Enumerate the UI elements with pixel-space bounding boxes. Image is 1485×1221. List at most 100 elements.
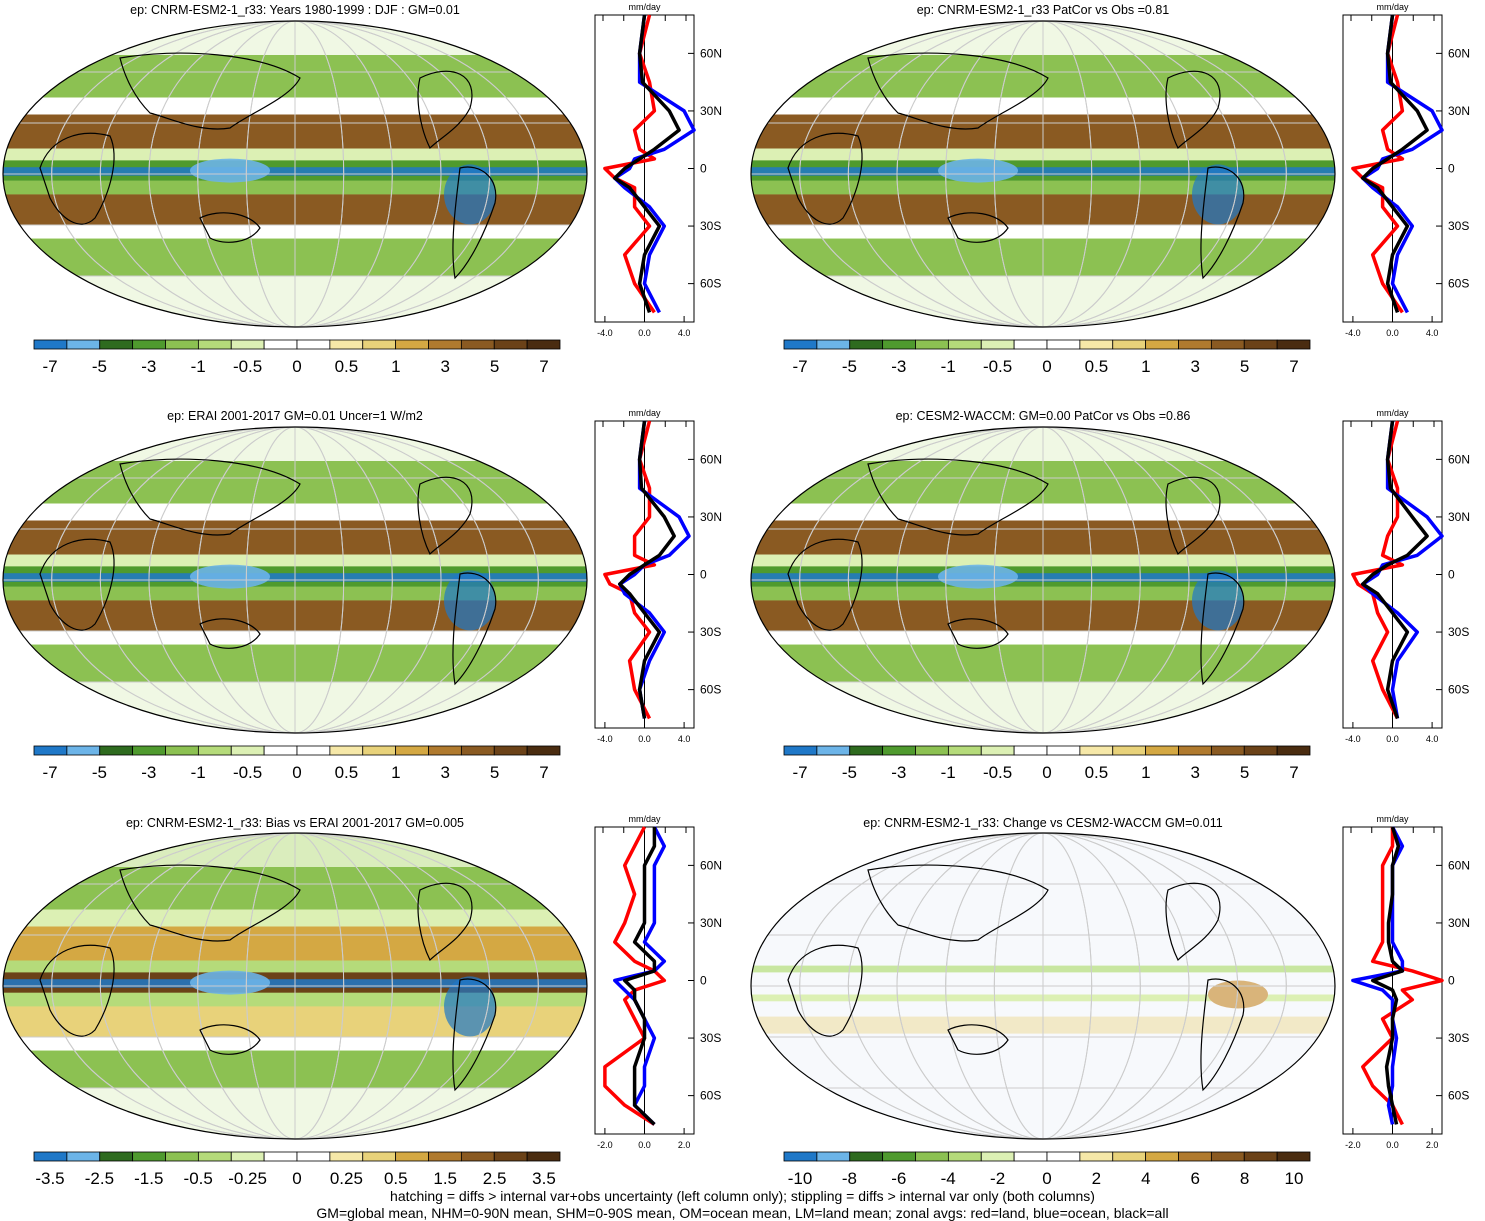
zonal-x-label: 0.0	[638, 734, 651, 744]
colorbar-swatch	[493, 1151, 528, 1162]
zonal-x-label: 4.0	[1426, 734, 1439, 744]
coastline	[947, 212, 1009, 243]
map-anomaly	[444, 570, 496, 631]
colorbar-swatch	[165, 1151, 199, 1162]
panel-title-2: ep: ERAI 2001-2017 GM=0.01 Uncer=1 W/m2	[167, 409, 423, 423]
zonal-x-label: -4.0	[1345, 734, 1361, 744]
colorbar-swatch	[66, 745, 101, 756]
colorbar-swatch	[1112, 339, 1147, 350]
map-5	[750, 832, 1336, 1140]
colorbar-4: -3.5 -2.5 -1.5 -0.5 -0.25 0 0.25 0.5 1.5 2.5 3.5	[33, 1151, 561, 1188]
colorbar-label: 1	[1141, 357, 1150, 376]
colorbar-label: 10	[1285, 1169, 1304, 1188]
colorbar-swatch	[263, 745, 298, 756]
colorbar-swatch	[947, 745, 982, 756]
colorbar-swatch	[1046, 339, 1081, 350]
zonal-lat-label: 30N	[700, 510, 722, 524]
colorbar-label: 1	[391, 763, 400, 782]
map-anomaly	[190, 564, 270, 589]
zonal-lat-label: 60S	[700, 1089, 721, 1103]
colorbar-label: -0.25	[228, 1169, 267, 1188]
colorbar-label: -7	[42, 357, 57, 376]
colorbar-label: -3	[891, 357, 906, 376]
zonal-mean-1: mm/day 60N 30N 0 30S 60S -4.0 0.0 4.0	[1342, 2, 1470, 338]
colorbar-swatch	[493, 745, 528, 756]
graticule-lon	[51, 21, 539, 327]
colorbar-swatch	[66, 339, 101, 350]
colorbar-label: 0.5	[1085, 763, 1109, 782]
graticule-lon	[847, 833, 1239, 1139]
colorbar-label: 5	[490, 763, 499, 782]
colorbar-swatch	[1112, 1151, 1147, 1162]
colorbar-label: -10	[788, 1169, 813, 1188]
colorbar-2: -7 -5 -3 -1 -0.5 0 0.5 1 3 5 7	[33, 745, 561, 782]
colorbar-label: -5	[842, 357, 857, 376]
colorbar-swatch	[1178, 339, 1212, 350]
colorbar-swatch	[1013, 339, 1048, 350]
colorbar-label: -3	[141, 763, 156, 782]
panel-title-1: ep: CNRM-ESM2-1_r33 PatCor vs Obs =0.81	[916, 3, 1170, 17]
colorbar-label: -0.5	[233, 763, 262, 782]
zonal-x-label: 0.0	[1386, 328, 1399, 338]
colorbar-label: -1	[191, 357, 206, 376]
colorbar-swatch	[99, 339, 134, 350]
zonal-series-all	[618, 420, 676, 719]
map-anomaly	[190, 970, 270, 995]
zonal-series-all	[1370, 826, 1405, 1125]
coastline	[452, 978, 497, 1092]
graticule-lon	[148, 21, 442, 327]
colorbar-swatch	[329, 339, 364, 350]
colorbar-label: 0.5	[384, 1169, 408, 1188]
coastline	[1200, 166, 1245, 280]
colorbar-swatch	[882, 1151, 916, 1162]
zonal-series-land	[603, 826, 667, 1126]
colorbar-label: 7	[539, 357, 548, 376]
graticule-lon	[197, 21, 393, 327]
colorbar-swatch	[395, 1151, 429, 1162]
zonal-x-label: -4.0	[597, 734, 613, 744]
graticule-lon	[896, 833, 1190, 1139]
colorbar-label: -6	[891, 1169, 906, 1188]
zonal-lat-label: 30S	[1448, 219, 1469, 233]
map-0	[2, 20, 588, 328]
map-outline	[2, 20, 588, 328]
colorbar-label: -8	[842, 1169, 857, 1188]
map-field	[3, 427, 587, 733]
zonal-mean-3: mm/day 60N 30N 0 30S 60S -4.0 0.0 4.0	[1342, 408, 1470, 744]
colorbar-swatch	[493, 339, 528, 350]
colorbar-label: 3	[440, 763, 449, 782]
colorbar-swatch	[1178, 1151, 1212, 1162]
zonal-lat-label: 60N	[1448, 452, 1470, 466]
colorbar-swatch	[296, 1151, 331, 1162]
colorbar-swatch	[33, 1151, 68, 1162]
colorbar-label: 3	[1190, 763, 1199, 782]
zonal-series-all	[613, 14, 681, 313]
colorbar-label: -0.5	[184, 1169, 213, 1188]
colorbar-swatch	[362, 745, 397, 756]
zonal-lat-label: 0	[1448, 974, 1455, 988]
panel-title-4: ep: CNRM-ESM2-1_r33: Bias vs ERAI 2001-2…	[125, 816, 464, 830]
colorbar-label: -0.5	[983, 763, 1012, 782]
zonal-series-ocean	[613, 14, 696, 314]
colorbar-swatch	[849, 1151, 884, 1162]
map-outline	[2, 832, 588, 1140]
colorbar-swatch	[395, 339, 429, 350]
colorbar-label: -3	[891, 763, 906, 782]
zonal-lat-label: 60N	[1448, 46, 1470, 60]
colorbar-label: 0	[1042, 1169, 1051, 1188]
coastline	[867, 864, 1049, 942]
colorbar-swatch	[395, 745, 429, 756]
colorbar-label: -2	[990, 1169, 1005, 1188]
coastline	[39, 538, 115, 631]
colorbar-label: -3.5	[35, 1169, 64, 1188]
zonal-x-label: 2.0	[678, 1140, 691, 1150]
map-anomaly	[190, 158, 270, 183]
graticule-lon	[799, 427, 1287, 733]
colorbar-swatch	[849, 745, 884, 756]
map-outline	[2, 426, 588, 734]
colorbar-swatch	[132, 339, 166, 350]
zonal-series-land	[1361, 827, 1444, 1126]
colorbar-swatch	[526, 1151, 561, 1162]
colorbar-swatch	[197, 745, 232, 756]
colorbar-swatch	[1210, 745, 1245, 756]
